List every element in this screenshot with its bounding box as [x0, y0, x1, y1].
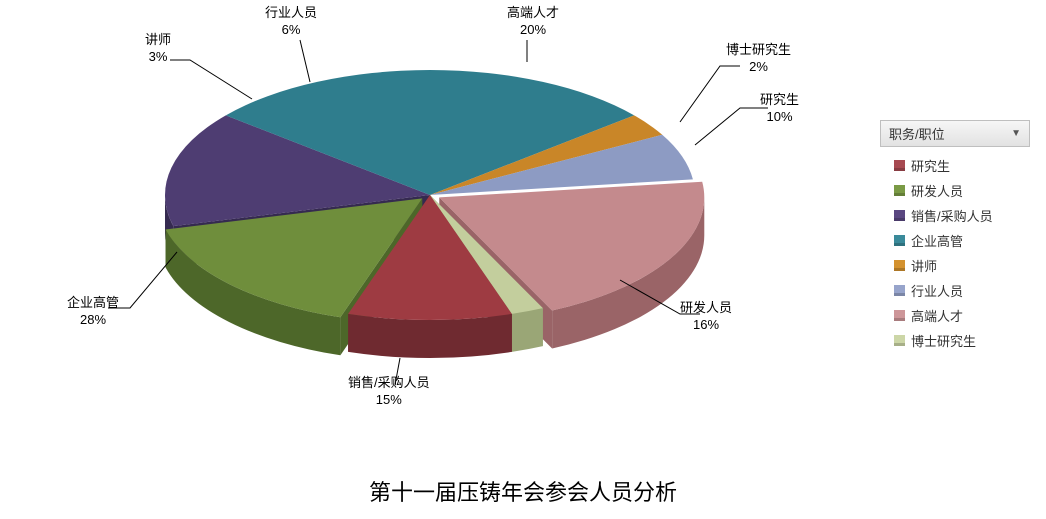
legend-item[interactable]: 研发人员: [880, 178, 1030, 203]
legend-item-label: 高端人才: [911, 306, 963, 325]
legend-item-label: 讲师: [911, 256, 937, 275]
slice-label-percent: 2%: [726, 59, 791, 76]
slice-label: 行业人员6%: [265, 5, 317, 39]
legend-item[interactable]: 高端人才: [880, 303, 1030, 328]
legend-item[interactable]: 博士研究生: [880, 328, 1030, 353]
slice-label: 研发人员16%: [680, 300, 732, 334]
slice-label: 研究生10%: [760, 92, 799, 126]
slice-label-name: 销售/采购人员: [348, 375, 430, 392]
chevron-down-icon: ▼: [1011, 128, 1021, 139]
slice-label: 高端人才20%: [507, 5, 559, 39]
slice-label-name: 研究生: [760, 92, 799, 109]
legend-swatch: [894, 335, 905, 346]
legend-swatch: [894, 285, 905, 296]
slice-label-percent: 10%: [760, 109, 799, 126]
legend-item[interactable]: 行业人员: [880, 278, 1030, 303]
legend-item-label: 研究生: [911, 156, 950, 175]
pie-chart-area: 研究生10% 博士研究生2% 高端人才20% 行业人员6% 讲师3% 企业高管28% 销售/…: [0, 0, 870, 460]
slice-label-name: 讲师: [145, 32, 171, 49]
legend-items: 研究生研发人员销售/采购人员企业高管讲师行业人员高端人才博士研究生: [880, 147, 1030, 353]
legend-item-label: 行业人员: [911, 281, 963, 300]
legend-swatch: [894, 260, 905, 271]
legend-item[interactable]: 讲师: [880, 253, 1030, 278]
slice-label-percent: 28%: [67, 312, 119, 329]
legend-item[interactable]: 研究生: [880, 153, 1030, 178]
legend-item-label: 企业高管: [911, 231, 963, 250]
slice-label: 企业高管28%: [67, 295, 119, 329]
slice-label: 销售/采购人员15%: [348, 375, 430, 409]
legend: 职务/职位 ▼ 研究生研发人员销售/采购人员企业高管讲师行业人员高端人才博士研究…: [880, 120, 1030, 353]
slice-label-name: 研发人员: [680, 300, 732, 317]
legend-swatch: [894, 235, 905, 246]
slice-label-percent: 15%: [348, 392, 430, 409]
slice-label: 博士研究生2%: [726, 42, 791, 76]
slice-label-percent: 20%: [507, 22, 559, 39]
slice-label-name: 行业人员: [265, 5, 317, 22]
slice-label-percent: 3%: [145, 49, 171, 66]
slice-label-name: 企业高管: [67, 295, 119, 312]
legend-swatch: [894, 210, 905, 221]
legend-item-label: 博士研究生: [911, 331, 976, 350]
slice-label: 讲师3%: [145, 32, 171, 66]
slice-label-percent: 16%: [680, 317, 732, 334]
slice-label-name: 高端人才: [507, 5, 559, 22]
legend-header-button[interactable]: 职务/职位 ▼: [880, 120, 1030, 147]
legend-header-label: 职务/职位: [889, 124, 945, 143]
slice-label-name: 博士研究生: [726, 42, 791, 59]
chart-title: 第十一届压铸年会参会人员分析: [0, 475, 1046, 507]
legend-item-label: 研发人员: [911, 181, 963, 200]
legend-item[interactable]: 销售/采购人员: [880, 203, 1030, 228]
legend-swatch: [894, 310, 905, 321]
legend-item[interactable]: 企业高管: [880, 228, 1030, 253]
slice-label-percent: 6%: [265, 22, 317, 39]
legend-swatch: [894, 160, 905, 171]
legend-swatch: [894, 185, 905, 196]
legend-item-label: 销售/采购人员: [911, 206, 993, 225]
